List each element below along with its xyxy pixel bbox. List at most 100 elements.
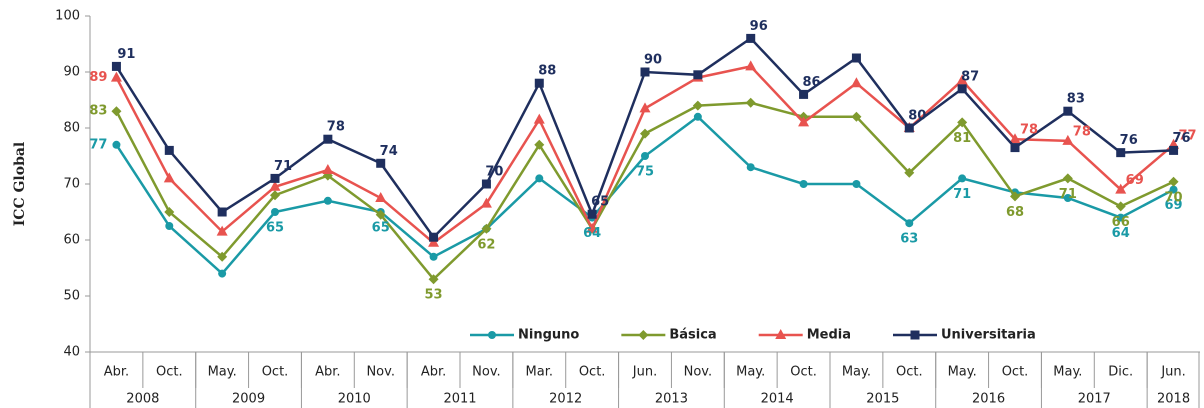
data-point <box>799 89 809 99</box>
x-tick-label: Abr. <box>104 365 129 380</box>
x-tick-label: Oct. <box>262 365 289 380</box>
data-point <box>270 173 280 183</box>
data-point <box>271 208 279 216</box>
data-label: 53 <box>425 288 443 303</box>
data-point <box>480 197 492 208</box>
data-label: 69 <box>1126 173 1144 188</box>
data-label: 78 <box>327 120 345 135</box>
y-tick-label: 70 <box>63 177 80 192</box>
data-point <box>799 180 808 188</box>
data-label: 75 <box>636 165 654 180</box>
data-point <box>745 60 757 71</box>
data-point <box>165 222 174 230</box>
x-group-label: 2009 <box>232 392 265 407</box>
data-point <box>1062 134 1074 145</box>
x-group-label: 2014 <box>761 392 794 407</box>
data-point <box>852 180 861 188</box>
legend-marker <box>775 329 787 339</box>
x-group-label: 2016 <box>972 392 1005 407</box>
data-label: 64 <box>583 226 601 241</box>
y-tick-label: 60 <box>63 233 80 248</box>
data-point <box>851 53 861 63</box>
data-label: 65 <box>372 221 390 236</box>
data-point <box>1062 173 1073 184</box>
data-point <box>216 225 228 236</box>
data-point <box>850 77 862 88</box>
data-point <box>535 174 544 183</box>
data-label: 80 <box>908 109 926 124</box>
data-label: 83 <box>1067 92 1085 107</box>
data-label: 77 <box>1179 128 1197 143</box>
data-point <box>1063 194 1072 202</box>
data-point <box>322 164 334 174</box>
data-point <box>1009 133 1021 144</box>
data-label: 86 <box>803 75 821 90</box>
x-tick-label: Oct. <box>156 365 183 380</box>
data-point <box>111 106 122 117</box>
data-point <box>957 84 967 94</box>
data-point <box>323 134 333 144</box>
data-point <box>323 196 332 205</box>
x-tick-label: Oct. <box>579 365 606 380</box>
data-point <box>640 67 650 77</box>
legend-marker <box>638 330 649 340</box>
data-label: 83 <box>89 104 107 119</box>
data-point <box>640 128 650 139</box>
data-point <box>905 219 914 228</box>
x-group-label: 2013 <box>655 392 688 407</box>
data-point <box>269 180 281 191</box>
data-point <box>958 174 967 183</box>
data-point <box>904 123 914 133</box>
data-point <box>1010 191 1020 202</box>
x-tick-label: May. <box>736 365 765 380</box>
data-label: 81 <box>953 131 971 146</box>
legend-label: Básica <box>669 328 716 343</box>
data-label: 74 <box>380 144 398 159</box>
data-point <box>956 74 968 85</box>
data-label: 64 <box>1112 226 1130 241</box>
data-point <box>641 152 649 160</box>
data-point <box>534 139 545 150</box>
x-tick-label: Oct. <box>1002 365 1029 380</box>
y-axis-label: ICC Global <box>12 142 28 227</box>
data-label: 88 <box>538 64 556 79</box>
x-tick-label: Oct. <box>896 365 923 380</box>
data-point <box>745 97 756 108</box>
data-point <box>1063 106 1073 116</box>
data-point <box>429 252 438 261</box>
x-group-label: 2018 <box>1157 392 1190 407</box>
data-point <box>587 209 597 219</box>
data-point <box>375 192 387 202</box>
data-point <box>217 251 228 262</box>
data-point <box>1115 183 1127 194</box>
data-point <box>746 33 756 43</box>
data-point <box>639 102 651 113</box>
data-label: 62 <box>477 237 495 252</box>
data-label: 78 <box>1020 123 1038 138</box>
y-tick-label: 40 <box>63 345 80 360</box>
data-label: 71 <box>953 187 971 202</box>
x-tick-label: May. <box>208 365 237 380</box>
data-label: 96 <box>750 19 768 34</box>
x-tick-label: Nov. <box>472 365 501 380</box>
y-tick-label: 90 <box>63 65 80 80</box>
legend-label: Universitaria <box>941 328 1036 343</box>
data-point <box>904 167 915 178</box>
x-tick-label: Nov. <box>684 365 713 380</box>
data-point <box>798 116 810 127</box>
data-point <box>746 163 755 172</box>
x-tick-label: Abr. <box>315 365 340 380</box>
legend-label: Media <box>807 328 851 343</box>
x-group-label: 2015 <box>866 392 899 407</box>
y-tick-label: 50 <box>63 289 80 304</box>
x-group-label: 2011 <box>443 392 476 407</box>
x-tick-label: Oct. <box>790 365 817 380</box>
data-label: 71 <box>1059 187 1077 202</box>
data-label: 69 <box>1165 198 1183 213</box>
data-point <box>428 236 440 247</box>
data-point <box>111 61 121 71</box>
data-point <box>163 172 175 183</box>
data-label: 65 <box>266 221 284 236</box>
x-tick-label: Mar. <box>526 365 553 380</box>
